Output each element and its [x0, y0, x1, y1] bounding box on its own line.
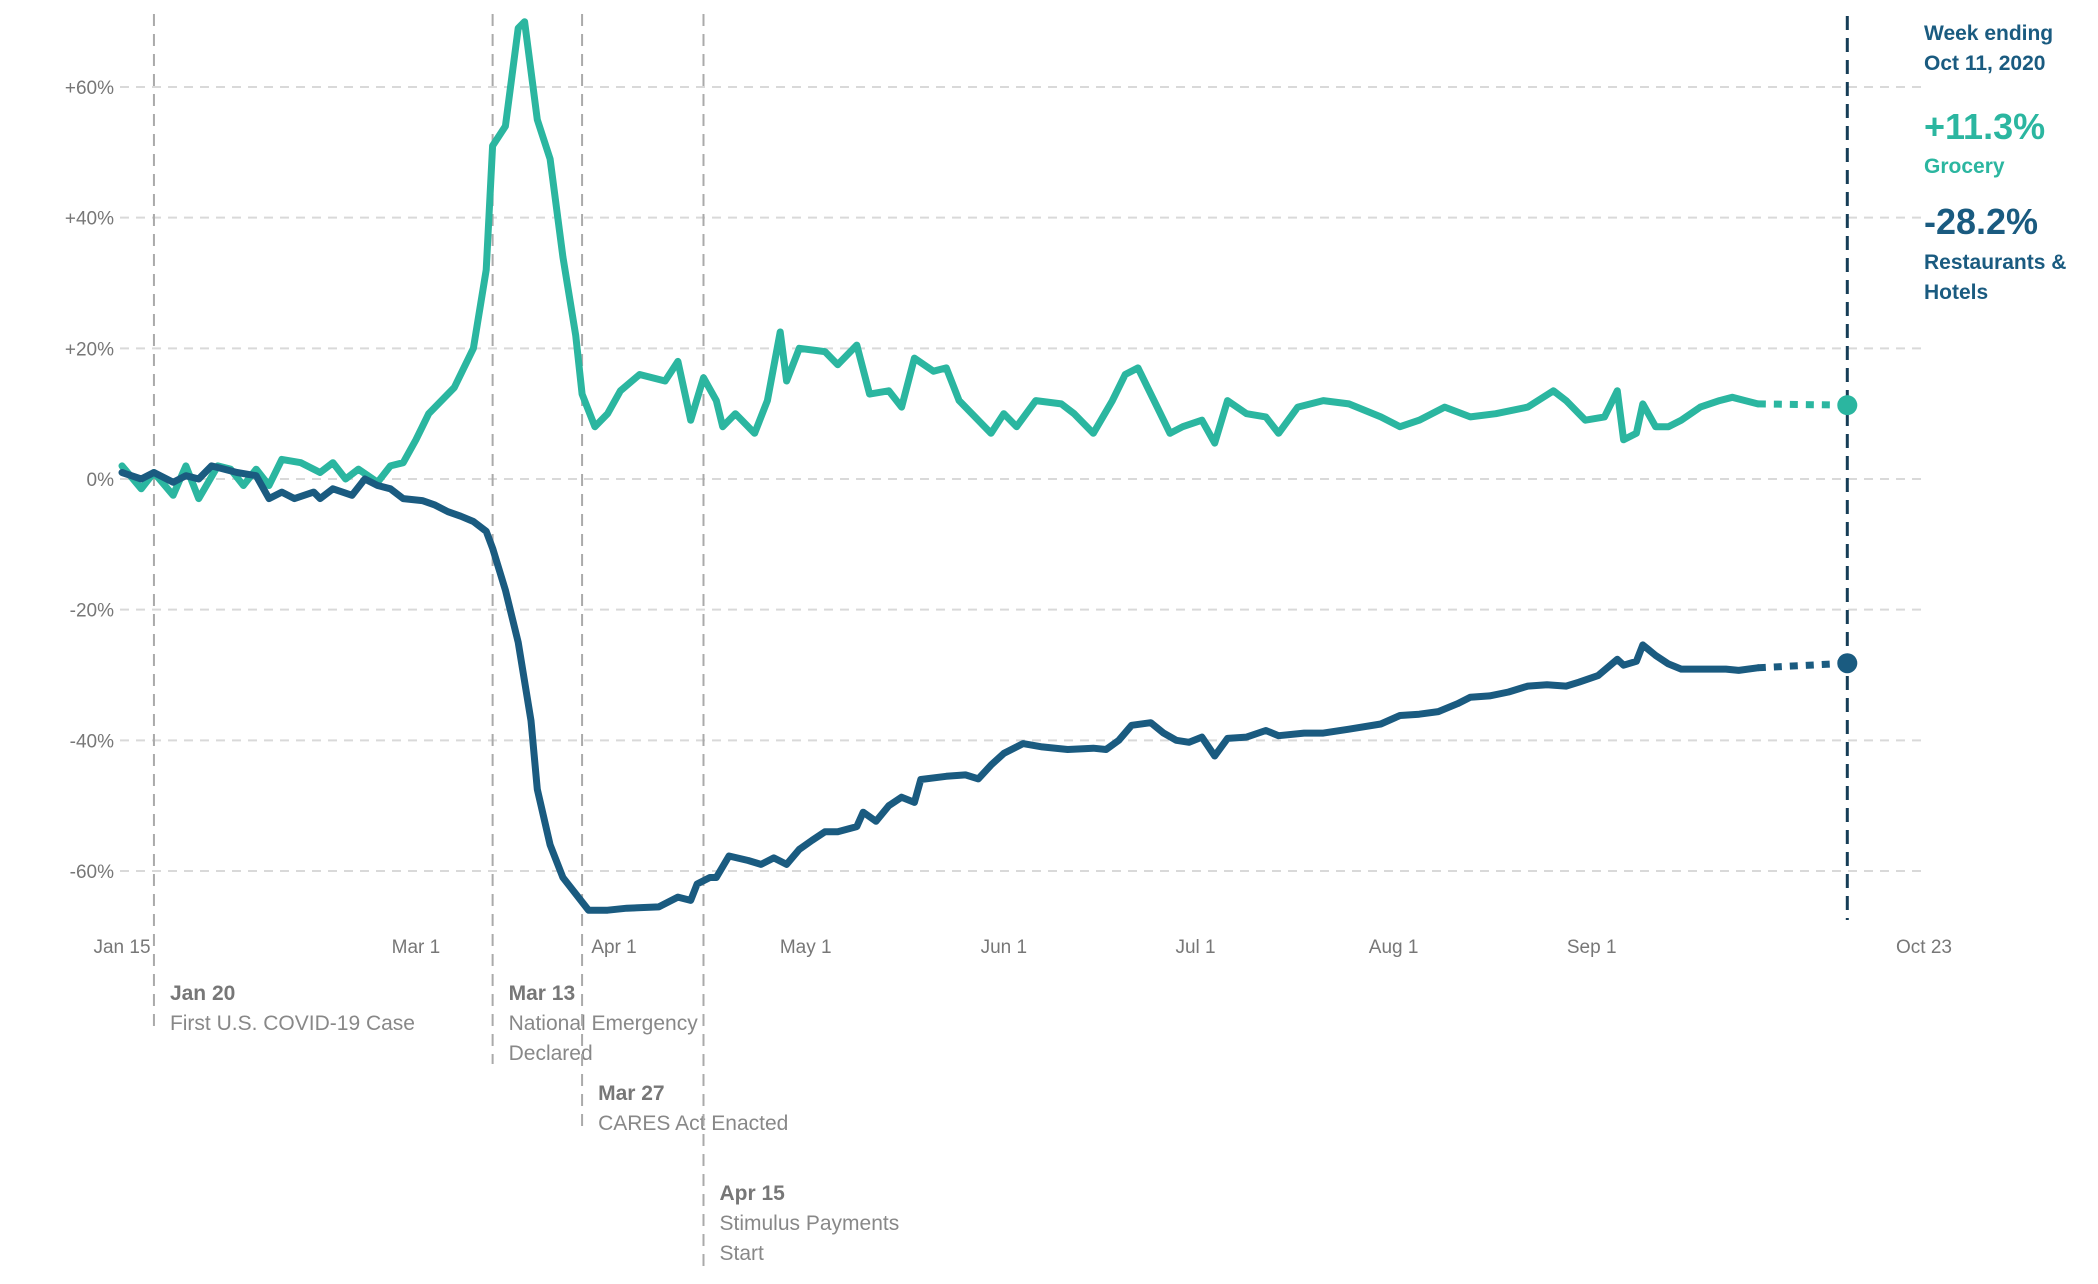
x-tick-label: Mar 1 — [392, 937, 441, 958]
restaurants-value: -28.2% — [1924, 201, 2038, 242]
x-tick-label: May 1 — [780, 937, 832, 958]
grocery-value: +11.3% — [1924, 106, 2045, 147]
side-panel: Week ending Oct 11, 2020 +11.3% Grocery … — [1924, 22, 2066, 304]
y-tick-label: -60% — [70, 862, 114, 883]
x-tick-label: Aug 1 — [1369, 937, 1419, 958]
x-tick-label: Jun 1 — [981, 937, 1027, 958]
event-date: Mar 13 — [509, 982, 576, 1005]
grocery-series-line — [118, 18, 1762, 503]
grocery-label: Grocery — [1924, 155, 2005, 178]
restaurants-label-line1: Restaurants & — [1924, 251, 2066, 274]
series-lines — [118, 18, 1858, 914]
grocery-endpoint — [1837, 395, 1858, 416]
restaurants-series-line — [118, 462, 1762, 914]
x-tick-label: Oct 23 — [1896, 937, 1952, 958]
event-description: Stimulus Payments — [719, 1212, 899, 1235]
restaurants-projected-line — [1757, 659, 1848, 672]
grocery-projected-line — [1757, 400, 1848, 409]
restaurants-label-line2: Hotels — [1924, 281, 1988, 304]
event-date: Mar 27 — [598, 1082, 665, 1105]
y-tick-label: +20% — [65, 339, 114, 360]
y-axis-ticks: +60% +40% +20% 0% -20% -40% -60% — [65, 78, 114, 883]
gridlines — [120, 86, 1924, 872]
event-date: Apr 15 — [719, 1182, 785, 1205]
x-axis-ticks: Jan 15 Mar 1 Apr 1 May 1 Jun 1 Jul 1 Aug 1 Sep … — [93, 937, 1951, 958]
event-annotations: Jan 20 First U.S. COVID-19 Case Mar 13 Nati… — [152, 14, 899, 1266]
x-tick-label: Jan 15 — [93, 937, 150, 958]
event-description: Start — [719, 1242, 764, 1265]
event-description: Declared — [509, 1042, 593, 1065]
restaurants-endpoint — [1837, 653, 1858, 674]
event-date: Jan 20 — [170, 982, 235, 1005]
x-tick-label: Jul 1 — [1175, 937, 1215, 958]
y-tick-label: +40% — [65, 209, 114, 230]
x-tick-label: Sep 1 — [1567, 937, 1617, 958]
y-tick-label: +60% — [65, 78, 114, 99]
side-heading-line2: Oct 11, 2020 — [1924, 52, 2045, 75]
side-heading-line1: Week ending — [1924, 22, 2053, 45]
y-tick-label: -40% — [70, 731, 114, 752]
x-tick-label: Apr 1 — [591, 937, 636, 958]
y-tick-label: 0% — [87, 470, 115, 491]
event-description: National Emergency — [509, 1012, 699, 1035]
event-description: CARES Act Enacted — [598, 1112, 788, 1135]
y-tick-label: -20% — [70, 601, 114, 622]
event-description: First U.S. COVID-19 Case — [170, 1012, 415, 1035]
